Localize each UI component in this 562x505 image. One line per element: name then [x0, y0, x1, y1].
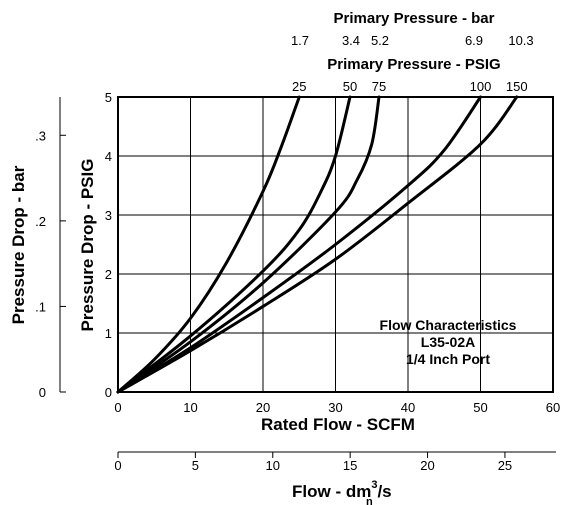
bar-tick-label: .1 [35, 299, 46, 314]
curve-50-psig [116, 95, 352, 394]
top-psig-tick-label: 25 [292, 79, 306, 94]
top-psig-tick-label: 50 [343, 79, 357, 94]
bottom-tick-label: 15 [343, 458, 357, 473]
curve-75-psig [116, 95, 381, 394]
top-bar-tick-label: 5.2 [371, 33, 389, 48]
curves [116, 95, 519, 394]
top-title-bar: Primary Pressure - bar [334, 10, 495, 27]
bottom-axis-title-main: Flow - dm [292, 482, 371, 501]
x-tick-label: 60 [546, 400, 560, 415]
x-tick-label: 50 [473, 400, 487, 415]
bottom-axis-title-sup: 3 [371, 479, 377, 491]
bottom-tick-label: 20 [420, 458, 434, 473]
x-tick-label: 40 [401, 400, 415, 415]
bottom-axis-title: Flow - dm3/s [292, 479, 392, 501]
bottom-tick-label: 5 [192, 458, 199, 473]
bottom-tick-label: 0 [114, 458, 121, 473]
x-axis-title: Rated Flow - SCFM [261, 415, 415, 434]
curve-25-psig [116, 95, 301, 394]
plot-frame [117, 96, 554, 393]
top-bar-tick-label: 1.7 [291, 33, 309, 48]
annotation-line-2: L35-02A [421, 334, 475, 350]
bottom-tick-label: 10 [266, 458, 280, 473]
annotation-line-1: Flow Characteristics [380, 317, 517, 333]
y-tick-label: 1 [105, 326, 112, 341]
bar-tick-label: .3 [35, 128, 46, 143]
x-tick-label: 20 [256, 400, 270, 415]
x-tick-label: 10 [183, 400, 197, 415]
y-axis-title-psig: Pressure Drop - PSIG [78, 159, 97, 332]
curve-150-psig [116, 95, 519, 394]
top-title-psig: Primary Pressure - PSIG [327, 56, 500, 73]
y-tick-label: 2 [105, 267, 112, 282]
annotation-line-3: 1/4 Inch Port [406, 351, 490, 367]
top-bar-tick-label: 6.9 [465, 33, 483, 48]
x-tick-label: 0 [114, 400, 121, 415]
bottom-axis-title-tail: /s [377, 482, 391, 501]
top-psig-tick-label: 150 [506, 79, 528, 94]
x-tick-label: 30 [328, 400, 342, 415]
y-tick-label: 5 [105, 90, 112, 105]
top-bar-tick-label: 10.3 [508, 33, 533, 48]
bottom-tick-label: 25 [498, 458, 512, 473]
bar-tick-label: .2 [35, 214, 46, 229]
annotation-box: Flow Characteristics L35-02A 1/4 Inch Po… [380, 317, 517, 367]
top-bar-tick-label: 3.4 [342, 33, 360, 48]
bottom-axis-title-sub: n [366, 496, 373, 505]
y-tick-label: 3 [105, 208, 112, 223]
top-psig-tick-label: 75 [372, 79, 386, 94]
top-psig-tick-label: 100 [470, 79, 492, 94]
curve-100-psig [116, 95, 482, 394]
y-tick-label: 0 [105, 385, 112, 400]
y-tick-label: 4 [105, 149, 112, 164]
y-axis-title-bar: Pressure Drop - bar [9, 165, 28, 324]
bar-tick-label: 0 [39, 385, 46, 400]
